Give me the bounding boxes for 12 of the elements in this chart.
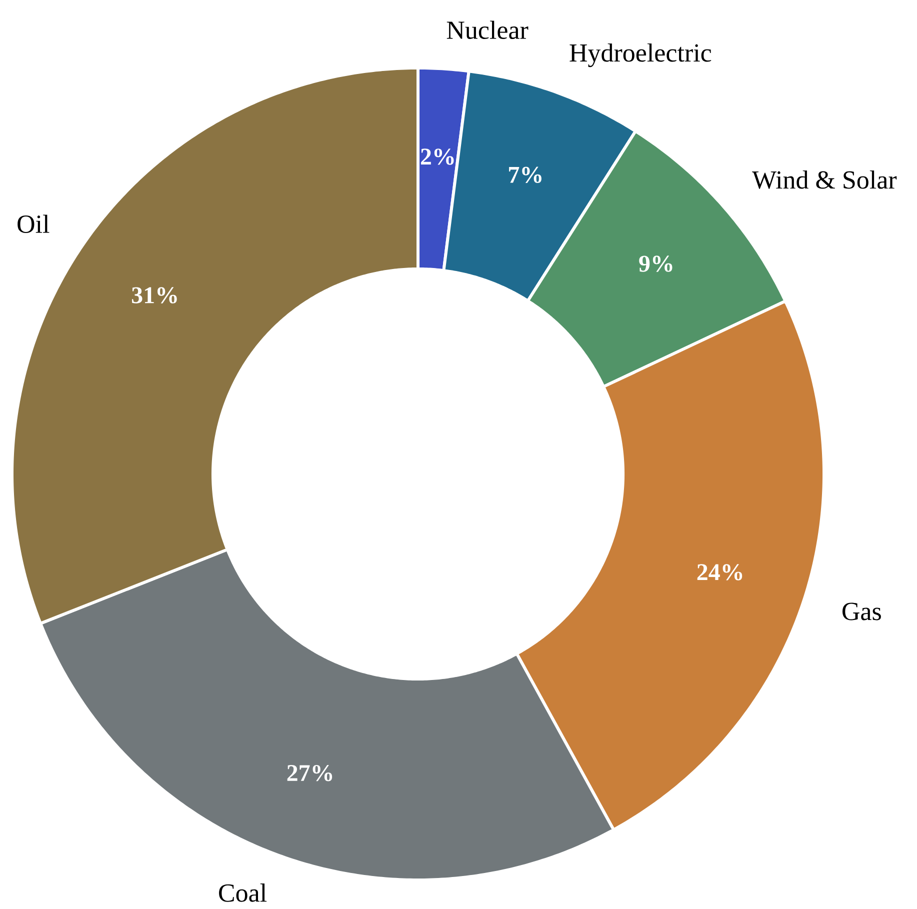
data-label: 7% — [509, 166, 542, 184]
slice-label: Wind & Solar — [752, 170, 897, 189]
slice-label: Gas — [842, 602, 881, 620]
slice-label: Coal — [219, 884, 267, 902]
data-label: 27% — [287, 764, 332, 782]
slice-label: Hydroelectric — [570, 43, 712, 68]
data-label: 9% — [639, 256, 672, 272]
data-label: 31% — [132, 287, 177, 304]
slice-label: Oil — [18, 214, 50, 233]
data-label: 2% — [420, 148, 454, 165]
slice-label: Nuclear — [446, 20, 528, 40]
data-label: 24% — [697, 564, 742, 580]
